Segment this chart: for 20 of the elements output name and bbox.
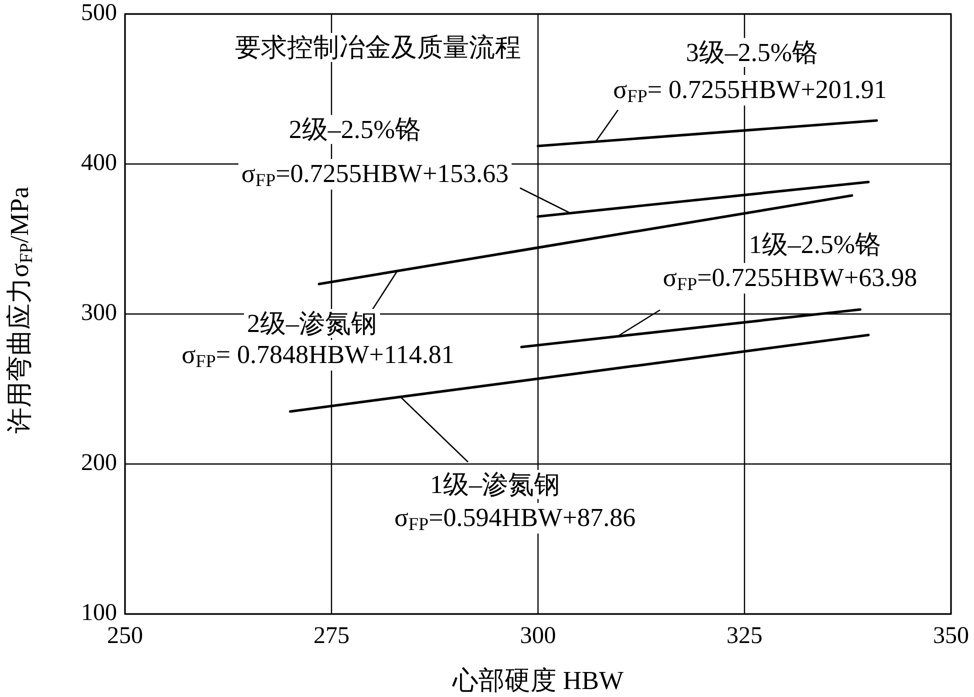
y-tick-label: 500 <box>81 0 117 26</box>
annotation: σ$_{FP}$=0.7255HBW+153.63 <box>241 158 509 190</box>
annotation: 2级–2.5%铬 <box>288 114 422 144</box>
x-tick-label: 275 <box>314 622 350 649</box>
annotation: σ$_{FP}$= 0.7255HBW+201.91 <box>613 74 887 106</box>
x-tick-label: 350 <box>933 622 969 649</box>
annotation: σ$_{FP}$=0.594HBW+87.86 <box>394 502 636 534</box>
annotation: 2级–渗氮钢 <box>247 308 377 338</box>
annotation: 1级–2.5%铬 <box>748 230 882 259</box>
x-tick-label: 300 <box>520 622 556 649</box>
annotation: σ$_{FP}$= 0.7848HBW+114.81 <box>182 340 454 371</box>
y-tick-label: 300 <box>81 300 117 326</box>
annotation: 1级–渗氮钢 <box>430 470 560 499</box>
y-tick-label: 400 <box>81 150 117 176</box>
x-tick-label: 325 <box>726 622 762 649</box>
annotation: 3级–2.5%铬 <box>686 38 818 67</box>
y-tick-label: 200 <box>81 450 117 476</box>
annotation: 要求控制冶金及质量流程 <box>235 32 521 62</box>
x-axis-title: 心部硬度 HBW <box>451 666 624 695</box>
annotation: σ$_{FP}$=0.7255HBW+63.98 <box>662 262 918 294</box>
